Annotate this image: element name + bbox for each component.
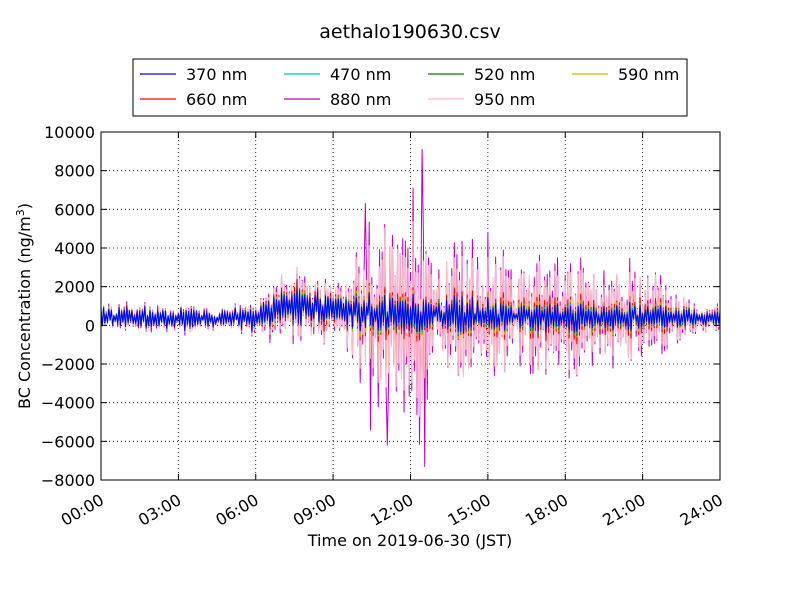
y-tick-label: −6000 [41,432,95,451]
y-tick-label: −2000 [41,355,95,374]
series-line-370-nm [100,289,721,335]
y-tick-labels: 10000 8000 6000 4000 2000 0 −2000 −4000 −6000 −80… [41,123,95,490]
y-tick-label: 4000 [54,239,95,258]
legend-label: 520 nm [474,65,535,84]
ticks [100,131,721,481]
y-tick-label: −8000 [41,471,95,490]
legend-label: 950 nm [474,90,535,109]
legend-label: 470 nm [330,65,391,84]
y-tick-label: 2000 [54,278,95,297]
legend: 370 nm 470 nm 520 nm 590 nm 660 nm 880 nm 950 … [132,58,688,117]
y-tick-label: 10000 [44,123,95,142]
y-axis-label-sup: 3 [14,209,27,216]
legend-label: 880 nm [330,90,391,109]
y-tick-label: 0 [85,316,95,335]
y-axis-label-end: ) [15,203,34,209]
chart-title: aethalo190630.csv [319,21,501,43]
legend-label: 590 nm [618,65,679,84]
y-tick-label: 8000 [54,162,95,181]
legend-box [132,58,688,117]
legend-label: 370 nm [186,65,247,84]
y-axis-label-main: BC Concentration (ng/m [15,216,34,409]
legend-label: 660 nm [186,90,247,109]
y-axis-label: BC Concentration (ng/m3) [14,203,34,409]
x-axis-label: Time on 2019-06-30 (JST) [307,531,512,550]
y-tick-label: 6000 [54,200,95,219]
series-group [100,148,721,467]
y-tick-label: −4000 [41,394,95,413]
